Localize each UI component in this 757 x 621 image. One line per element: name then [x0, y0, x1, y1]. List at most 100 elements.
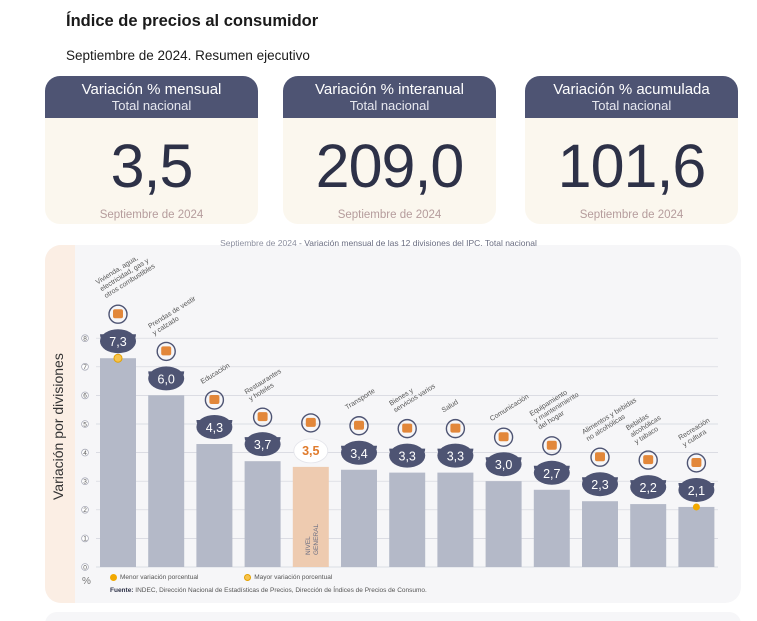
chart-source: Fuente: INDEC, Dirección Nacional de Est… — [110, 587, 427, 594]
legend-max-label: Mayor variación porcentual — [254, 574, 333, 581]
cutlery-icon — [252, 407, 273, 427]
value-badge-body — [630, 475, 667, 500]
category-label-line: Educación — [200, 362, 232, 385]
legend-min-marker — [110, 574, 117, 581]
y-tick-label: 3 — [83, 479, 87, 486]
tick-marker — [81, 334, 89, 343]
y-tick-label: 8 — [83, 336, 87, 343]
value-badge-body — [678, 477, 715, 502]
data-label: 3,3 — [447, 450, 464, 464]
category-label-line: Transporte — [344, 388, 376, 412]
bottle-icon — [638, 450, 658, 470]
value-badge-body — [100, 329, 136, 354]
data-label: 3,4 — [350, 447, 367, 461]
bar — [630, 504, 667, 567]
value-badge-body — [148, 366, 185, 391]
car-icon — [349, 416, 369, 436]
card-accumulated-title: Variación % acumulada — [553, 81, 710, 98]
chart-unit-label: % — [82, 576, 91, 587]
chart-caption-text: - Variación mensual de las 12 divisiones… — [296, 238, 537, 248]
data-label: 4,3 — [206, 421, 223, 435]
data-label: 2,7 — [543, 467, 560, 481]
bar — [341, 469, 377, 567]
page-title: Índice de precios al consumidor — [66, 12, 319, 30]
value-badge-body — [244, 432, 281, 457]
y-tick-label: 6 — [83, 393, 87, 400]
source-text: INDEC, Dirección Nacional de Estadística… — [133, 587, 427, 594]
data-label: 3,5 — [302, 444, 319, 458]
bar — [148, 395, 185, 567]
bar — [196, 444, 233, 567]
bar — [485, 481, 522, 567]
y-tick-label: 1 — [83, 536, 87, 543]
bar — [100, 358, 136, 567]
inbar-label-line: NIVEL — [305, 536, 312, 555]
stove-icon — [542, 436, 562, 456]
data-label: 6,0 — [158, 372, 175, 386]
value-badge-body — [533, 460, 570, 485]
tick-marker — [81, 448, 89, 457]
card-yearly-value: 209,0 — [315, 132, 465, 200]
y-tick-label: 2 — [83, 507, 87, 514]
tick-marker — [81, 534, 89, 543]
value-badge-body — [389, 443, 426, 468]
value-badge-body — [485, 452, 522, 477]
phone-icon — [493, 427, 514, 447]
card-monthly-title: Variación % mensual — [81, 81, 222, 98]
y-tick-label: 0 — [83, 564, 87, 571]
basket-icon — [301, 413, 321, 433]
card-accumulated-period: Septiembre de 2024 — [579, 209, 684, 221]
card-accumulated-header: Variación % acumulada Total nacional — [525, 76, 738, 118]
data-label: 3,0 — [495, 458, 512, 472]
y-tick-label: 4 — [83, 450, 87, 457]
data-label: 2,3 — [591, 478, 608, 492]
tick-marker — [81, 477, 89, 486]
card-yearly-header: Variación % interanual Total nacional — [283, 76, 496, 118]
card-monthly-header: Variación % mensual Total nacional — [45, 76, 258, 118]
bar — [582, 501, 618, 567]
max-marker — [113, 353, 123, 363]
category-label: Vivienda, agua,electricidad, gas yotros … — [95, 255, 157, 300]
category-label-line: Salud — [441, 399, 460, 414]
next-panel-edge — [45, 612, 741, 621]
bar — [389, 472, 426, 567]
comb-icon — [397, 418, 417, 439]
value-badge — [293, 438, 329, 464]
tick-marker — [81, 505, 89, 514]
tick-marker — [81, 563, 89, 571]
bar — [678, 506, 715, 567]
card-yearly-body: 209,0 Septiembre de 2024 — [283, 118, 496, 224]
category-label: Transporte — [344, 388, 376, 412]
legend-min-label: Menor variación porcentual — [120, 574, 199, 581]
y-tick-label: 7 — [83, 364, 87, 371]
tick-marker — [81, 420, 89, 428]
chart-caption: Septiembre de 2024 - Variación mensual d… — [0, 238, 757, 248]
category-label: Salud — [441, 399, 460, 414]
data-label: 3,3 — [399, 450, 416, 464]
bar — [244, 461, 281, 567]
chart-caption-period: Septiembre de 2024 — [220, 238, 297, 248]
bar — [437, 472, 474, 567]
data-label: 3,7 — [254, 438, 271, 452]
category-label: Educación — [200, 362, 232, 385]
card-yearly-period: Septiembre de 2024 — [337, 209, 442, 221]
card-monthly-period: Septiembre de 2024 — [99, 209, 204, 221]
shirt-icon — [156, 341, 176, 362]
inbar-label-line: GENERAL — [313, 524, 320, 555]
books-icon — [204, 390, 225, 410]
lightbulb-icon — [108, 304, 128, 324]
tick-marker — [81, 362, 89, 371]
page-subtitle: Septiembre de 2024. Resumen ejecutivo — [66, 48, 310, 63]
bar — [292, 466, 329, 567]
value-badge-body — [196, 415, 233, 440]
y-tick-label: 5 — [83, 421, 87, 428]
card-monthly-scope: Total nacional — [111, 98, 192, 113]
card-accumulated-body: 101,6 Septiembre de 2024 — [525, 118, 738, 224]
card-monthly-body: 3,5 Septiembre de 2024 — [45, 118, 258, 224]
value-badge-body — [437, 443, 474, 468]
